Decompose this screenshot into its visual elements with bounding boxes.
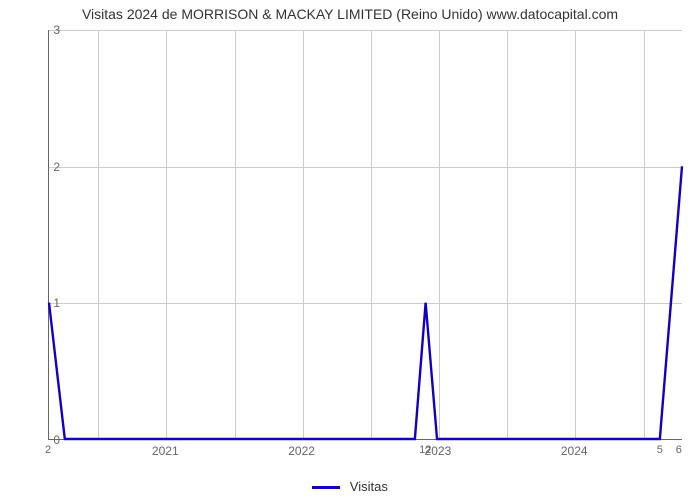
legend-swatch (312, 486, 340, 489)
ytick-label: 1 (40, 296, 60, 310)
x-axis-minor-ticks: 2 12 5 6 (48, 440, 682, 456)
xtick-minor-label: 2 (45, 444, 51, 456)
ytick-label: 2 (40, 160, 60, 174)
legend-label: Visitas (350, 479, 388, 494)
ytick-label: 3 (40, 23, 60, 37)
y-axis-ticks: 0123 (0, 30, 700, 440)
xtick-minor-label: 6 (676, 444, 682, 456)
legend: Visitas (0, 479, 700, 494)
chart-title: Visitas 2024 de MORRISON & MACKAY LIMITE… (0, 0, 700, 26)
xtick-minor-label: 5 (657, 444, 663, 456)
xtick-minor-label: 12 (419, 444, 431, 456)
